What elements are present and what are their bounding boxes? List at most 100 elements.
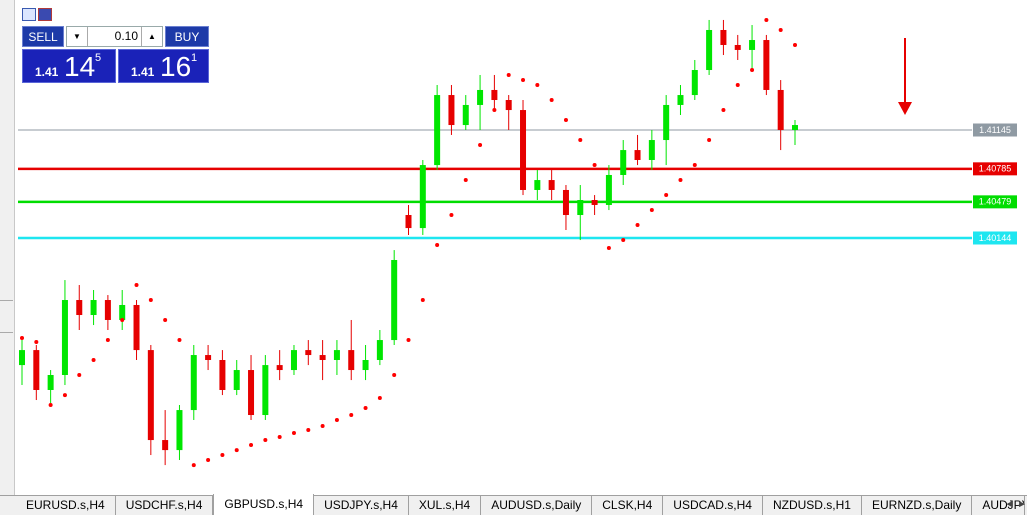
level-label-box — [973, 162, 1017, 176]
candle-body — [448, 95, 455, 126]
sar-dot — [621, 238, 626, 243]
trade-icon[interactable] — [38, 8, 52, 21]
level-label: 1.41145 — [979, 125, 1011, 135]
level-label: 1.40144 — [979, 233, 1012, 243]
candle-body — [520, 110, 527, 190]
one-click-panel: SELL ▼ 0.10 ▲ BUY 1.41 14 5 1.41 16 1 — [22, 26, 209, 83]
sar-dot — [220, 453, 225, 458]
sar-dot — [635, 223, 640, 228]
level-label-box — [973, 195, 1017, 209]
bid-quote[interactable]: 1.41 14 5 — [22, 49, 116, 83]
sar-dot — [420, 298, 425, 303]
sar-dot — [191, 463, 196, 468]
candle-body — [104, 300, 111, 320]
sar-dot — [206, 458, 211, 463]
sar-dot — [392, 372, 397, 377]
chart-icon[interactable] — [22, 8, 36, 21]
chart-tab[interactable]: XUL.s,H4 — [409, 496, 482, 515]
candle-body — [119, 304, 126, 320]
candle-body — [491, 89, 498, 101]
sar-dot — [48, 402, 53, 407]
chart-tab[interactable]: EURUSD.s,H4 — [16, 496, 116, 515]
chart-tab[interactable]: USDCHF.s,H4 — [116, 496, 214, 515]
sar-dot — [406, 338, 411, 343]
chart-tab[interactable]: AUDUSD.s,Daily — [481, 496, 593, 515]
sar-dot — [177, 338, 182, 343]
sidebar — [0, 0, 15, 495]
candle-body — [391, 259, 398, 341]
sar-dot — [20, 335, 24, 340]
candle-body — [462, 104, 469, 126]
ask-quote[interactable]: 1.41 16 1 — [118, 49, 209, 83]
sar-dot — [521, 78, 526, 83]
candle-body — [505, 100, 512, 111]
sar-dot — [377, 395, 382, 400]
candle-body — [591, 200, 598, 205]
splitter[interactable] — [0, 320, 13, 333]
candle-body — [419, 165, 426, 229]
chart-tab[interactable]: USDJPY.s,H4 — [314, 496, 409, 515]
chart-tab[interactable]: GBPUSD.s,H4 — [213, 494, 315, 515]
candle-body — [262, 365, 269, 416]
chart-tab[interactable]: NZDUSD.s,H1 — [763, 496, 862, 515]
sar-dot — [463, 178, 468, 183]
sell-button[interactable]: SELL — [22, 26, 64, 47]
candle-body — [749, 40, 756, 50]
lot-dropdown[interactable]: ▼ — [67, 27, 88, 46]
sar-dot — [735, 83, 740, 88]
chart-tab[interactable]: EURNZD.s,Daily — [862, 496, 973, 515]
sar-dot — [148, 298, 153, 303]
sar-dot — [62, 393, 67, 398]
candle-body — [76, 300, 83, 316]
sar-dot — [592, 163, 597, 168]
candle-body — [763, 40, 770, 90]
chart-tab[interactable]: USDCAD.s,H4 — [663, 496, 763, 515]
candle-body — [534, 180, 541, 190]
sar-dot — [163, 317, 168, 322]
candle-body — [777, 89, 784, 130]
chart-tab[interactable]: CLSK,H4 — [592, 496, 664, 515]
candle-body — [577, 200, 584, 216]
sar-dot — [764, 17, 769, 22]
candle-body — [162, 440, 169, 451]
sar-dot — [277, 435, 282, 440]
level-label: 1.40479 — [979, 197, 1012, 207]
candle-body — [477, 89, 484, 105]
candle-body — [562, 189, 569, 216]
sar-dot — [563, 117, 568, 122]
tab-scroll[interactable]: ◄ ► — [1004, 499, 1027, 510]
lot-value[interactable]: 0.10 — [114, 29, 138, 43]
sar-dot — [478, 142, 483, 147]
candle-body — [147, 350, 154, 441]
candle-body — [691, 70, 698, 96]
candle-body — [333, 350, 340, 361]
ask-big: 1.41 — [131, 65, 155, 79]
candle-body — [305, 350, 312, 356]
candle-body — [90, 300, 97, 316]
lot-input[interactable]: ▼ 0.10 ▲ — [66, 26, 163, 47]
candle-body — [205, 355, 212, 361]
candle-body — [190, 355, 197, 411]
sar-dot — [778, 27, 783, 32]
sar-dot — [692, 163, 697, 168]
ask-point: 1 — [191, 52, 198, 64]
sar-dot — [606, 246, 611, 251]
sar-dot — [649, 208, 654, 213]
candle-body — [620, 150, 627, 175]
sar-dot — [363, 406, 368, 411]
sar-dot — [105, 338, 110, 343]
sar-dot — [506, 72, 511, 77]
candle-body — [648, 140, 655, 160]
lot-spinner[interactable]: ▲ — [141, 27, 162, 46]
buy-button[interactable]: BUY — [165, 26, 209, 47]
sar-dot — [134, 283, 139, 288]
bid-big: 1.41 — [35, 65, 59, 79]
candle-body — [33, 350, 40, 390]
sar-dot — [91, 358, 96, 363]
candle-body — [734, 44, 741, 50]
candle-body — [792, 125, 798, 130]
sar-dot — [707, 138, 712, 143]
chart-tab[interactable]: AUDJPY.s,H4 — [972, 496, 1026, 515]
sar-dot — [549, 98, 554, 103]
level-label-box — [973, 231, 1017, 245]
